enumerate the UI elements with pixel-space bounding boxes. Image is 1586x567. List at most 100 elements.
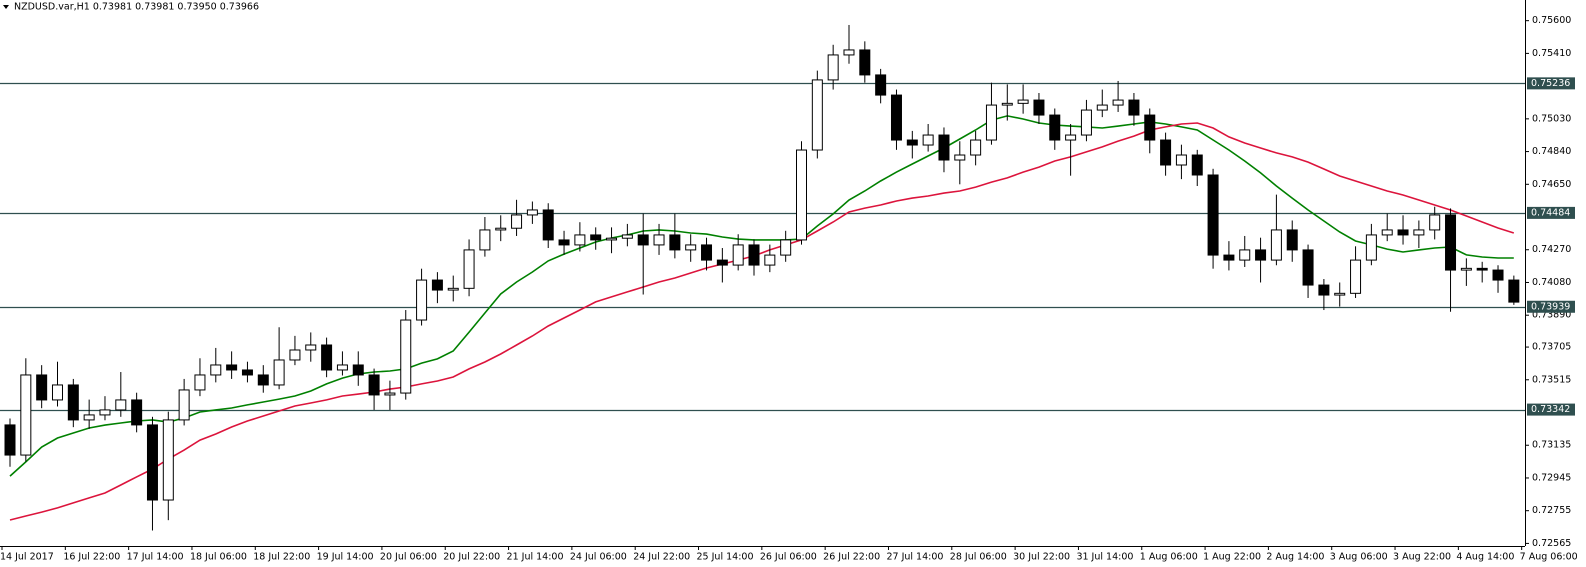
candle-body (1080, 109, 1092, 136)
candle-body (1112, 99, 1124, 106)
candle-body (1460, 267, 1472, 271)
candle-body (210, 364, 222, 376)
candle-body (305, 344, 317, 351)
candle-body (1239, 249, 1251, 261)
candle-body (289, 349, 301, 361)
candle-body (495, 227, 507, 231)
candle-body (257, 374, 269, 386)
candle-body (1096, 104, 1108, 111)
y-tick-label: 0.74080 (1532, 277, 1571, 288)
x-tick-label: 4 Aug 14:00 (1456, 552, 1514, 563)
candle-body (115, 399, 127, 411)
candle-body (685, 244, 697, 251)
candle-body (716, 259, 728, 266)
x-tick-label: 7 Aug 06:00 (1520, 552, 1578, 563)
candle-body (178, 389, 190, 421)
chart-title: NZDUSD.var,H1 0.73981 0.73981 0.73950 0.… (14, 2, 259, 13)
candle-body (416, 279, 428, 321)
candle-body (1255, 249, 1267, 261)
candle-body (400, 319, 412, 394)
candle-body (1445, 214, 1457, 271)
candle-body (875, 74, 887, 96)
candle-body (1286, 229, 1298, 251)
candle-body (906, 139, 918, 146)
candle-body (1429, 214, 1441, 231)
x-tick-label: 1 Aug 06:00 (1140, 552, 1198, 563)
x-tick-label: 31 Jul 14:00 (1076, 552, 1133, 563)
x-tick-label: 3 Aug 06:00 (1330, 552, 1388, 563)
y-tick-label: 0.74270 (1532, 244, 1571, 255)
candle-body (1334, 292, 1346, 296)
x-tick-label: 28 Jul 06:00 (950, 552, 1007, 563)
candle-body (606, 237, 618, 241)
level-price-tag (1527, 300, 1575, 313)
x-tick-label: 27 Jul 14:00 (886, 552, 943, 563)
candle-body (985, 104, 997, 141)
candle-body (1318, 284, 1330, 296)
candle-body (431, 279, 443, 291)
candle-body (1365, 234, 1377, 261)
candle-body (764, 254, 776, 266)
candle-body (336, 364, 348, 371)
y-tick-label: 0.73705 (1532, 342, 1571, 353)
candle-body (4, 424, 16, 456)
candle-body (162, 419, 174, 501)
candle-body (859, 49, 871, 76)
candle-body (1144, 114, 1156, 141)
candle-body (590, 234, 602, 241)
level-price-label: 0.73342 (1531, 404, 1570, 415)
x-tick-label: 19 Jul 14:00 (317, 552, 374, 563)
x-tick-label: 21 Jul 14:00 (507, 552, 564, 563)
y-tick-label: 0.73515 (1532, 374, 1571, 385)
y-tick-label: 0.72565 (1532, 538, 1571, 549)
x-tick-label: 1 Aug 22:00 (1203, 552, 1261, 563)
candle-body (843, 49, 855, 56)
candle-body (1033, 99, 1045, 116)
candle-body (352, 364, 364, 376)
candle-body (558, 239, 570, 246)
candle-body (384, 392, 396, 396)
candle-body (1128, 99, 1140, 116)
candle-body (511, 214, 523, 229)
candle-body (653, 234, 665, 246)
x-tick-label: 20 Jul 06:00 (380, 552, 437, 563)
candle-body (748, 244, 760, 266)
candle-body (970, 139, 982, 156)
candle-body (637, 234, 649, 246)
candle-body (321, 344, 333, 371)
candle-body (526, 209, 538, 216)
candle-body (542, 209, 554, 241)
candle-body (99, 409, 111, 416)
x-tick-label: 25 Jul 14:00 (697, 552, 754, 563)
candle-body (1270, 229, 1282, 261)
collapse-icon (3, 5, 9, 9)
candle-body (1476, 267, 1488, 271)
y-tick-label: 0.74840 (1532, 146, 1571, 157)
candle-body (780, 239, 792, 256)
y-tick-label: 0.75030 (1532, 113, 1571, 124)
candle-body (479, 229, 491, 251)
level-price-tag (1527, 206, 1575, 219)
candle-body (447, 287, 459, 291)
candle-body (574, 234, 586, 246)
candle-body (463, 249, 475, 289)
candle-body (1049, 114, 1061, 141)
candle-body (1381, 229, 1393, 236)
x-tick-label: 30 Jul 22:00 (1013, 552, 1070, 563)
x-tick-label: 2 Aug 14:00 (1266, 552, 1324, 563)
level-price-label: 0.75236 (1531, 78, 1570, 89)
candle-body (1413, 229, 1425, 236)
level-price-tag (1527, 403, 1575, 416)
candle-body (51, 384, 63, 401)
candle-body (701, 244, 713, 261)
candle-body (1397, 229, 1409, 236)
x-tick-label: 24 Jul 06:00 (570, 552, 627, 563)
candle-body (83, 414, 95, 421)
x-tick-label: 18 Jul 06:00 (190, 552, 247, 563)
candle-body (1508, 279, 1520, 303)
candle-body (796, 149, 807, 241)
x-tick-label: 18 Jul 22:00 (253, 552, 310, 563)
